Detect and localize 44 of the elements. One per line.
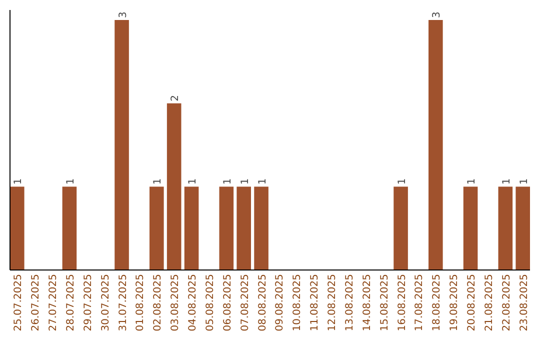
x-tick-label: 23.08.2025 [518, 274, 530, 332]
data-label: 2 [170, 94, 182, 102]
x-tick-label: 08.08.2025 [257, 274, 268, 332]
x-tick-label: 27.07.2025 [48, 274, 60, 332]
x-tick-label: 09.08.2025 [274, 274, 286, 332]
x-tick-label: 28.07.2025 [65, 274, 76, 332]
x-tick-label: 17.08.2025 [414, 274, 426, 332]
x-tick-label: 05.08.2025 [204, 274, 216, 332]
data-label: 1 [257, 178, 268, 185]
x-tick-label: 01.08.2025 [135, 274, 146, 332]
data-label: 1 [13, 178, 24, 185]
data-label: 3 [432, 12, 443, 18]
x-tick-label: 29.07.2025 [82, 274, 94, 332]
x-tick-label: 18.08.2025 [432, 274, 443, 332]
x-tick-label: 07.08.2025 [240, 274, 251, 332]
x-tick-label: 14.08.2025 [362, 274, 373, 332]
x-tick-label: 12.08.2025 [327, 274, 338, 332]
data-label: 1 [501, 178, 512, 185]
data-label: 1 [65, 178, 76, 185]
x-tick-label: 03.08.2025 [170, 274, 182, 332]
x-tick-label: 04.08.2025 [188, 274, 199, 332]
x-tick-label: 06.08.2025 [222, 274, 234, 332]
x-tick-label: 13.08.2025 [344, 274, 356, 332]
data-label: 1 [222, 178, 234, 185]
x-tick-label: 31.07.2025 [118, 274, 129, 332]
x-tick-label: 10.08.2025 [292, 274, 304, 332]
data-label: 1 [152, 178, 164, 185]
x-tick-label: 21.08.2025 [484, 274, 495, 332]
x-tick-label: 20.08.2025 [466, 274, 478, 332]
data-label: 1 [466, 178, 478, 185]
data-label: 1 [518, 178, 530, 185]
x-tick-label: 02.08.2025 [152, 274, 164, 332]
x-tick-label: 25.07.2025 [13, 274, 24, 332]
data-label: 1 [188, 178, 199, 185]
x-tick-label: 19.08.2025 [449, 274, 460, 332]
data-label: 1 [240, 178, 251, 185]
x-tick-label: 22.08.2025 [501, 274, 512, 332]
x-tick-label: 26.07.2025 [30, 274, 42, 332]
data-label: 1 [396, 178, 408, 185]
x-tick-label: 15.08.2025 [379, 274, 390, 332]
x-tick-label: 16.08.2025 [396, 274, 408, 332]
data-label: 3 [118, 12, 129, 18]
x-tick-label: 11.08.2025 [310, 274, 321, 332]
x-tick-label: 30.07.2025 [100, 274, 112, 332]
